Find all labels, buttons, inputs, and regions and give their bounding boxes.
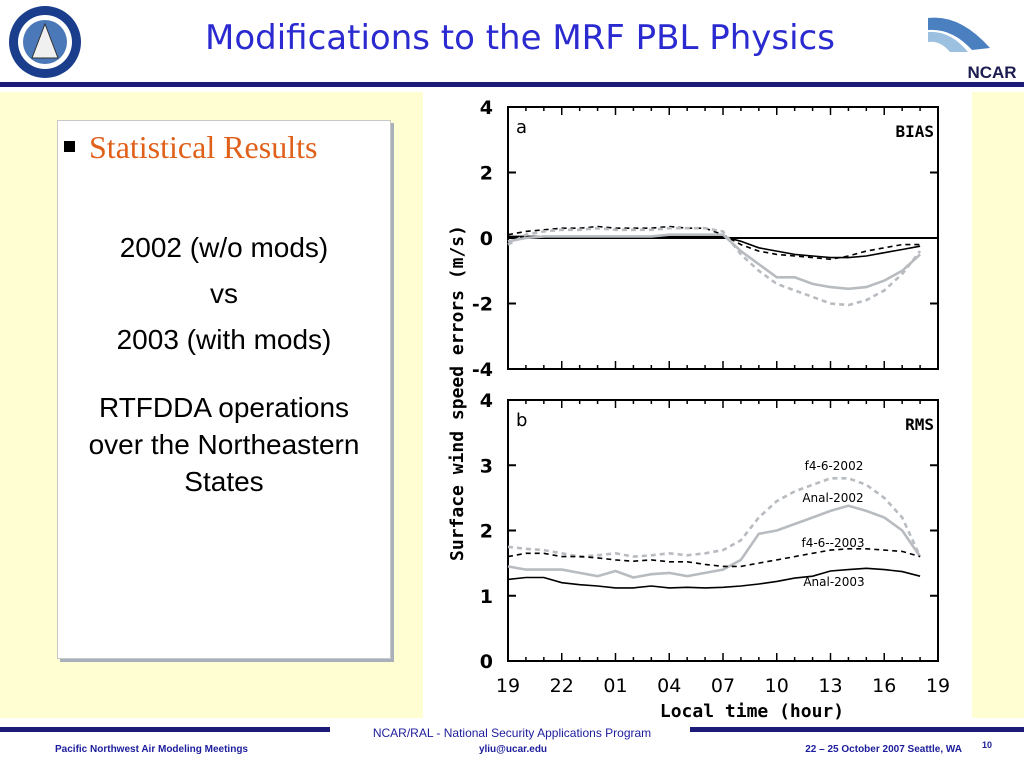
- y-tick-label: 2: [480, 163, 493, 185]
- y-tick-label: 0: [480, 228, 493, 250]
- text-line: 2002 (w/o mods): [119, 232, 329, 263]
- panel-annotation: RMS: [905, 415, 934, 434]
- x-axis-label: Local time (hour): [660, 701, 844, 722]
- footer-program: NCAR/RAL - National Security Application…: [373, 726, 651, 740]
- series-line: [507, 226, 922, 307]
- x-tick-label: 16: [872, 675, 896, 697]
- text-box: Statistical Results 2002 (w/o mods) vs 2…: [57, 120, 391, 659]
- x-tick-label: 13: [818, 675, 842, 697]
- y-tick-label: 1: [480, 586, 493, 608]
- series-line: [507, 504, 922, 579]
- y-tick-label: 0: [480, 651, 493, 673]
- text-line: vs: [210, 278, 238, 309]
- y-tick-label: -4: [472, 359, 493, 381]
- x-tick-label: 07: [711, 675, 735, 697]
- x-tick-label: 19: [496, 675, 520, 697]
- series-line: [507, 225, 921, 261]
- bullet: Statistical Results: [64, 129, 317, 166]
- slide-title: Modifications to the MRF PBL Physics: [205, 18, 835, 58]
- series-line: [507, 548, 921, 568]
- series-label: f4-6--2003: [801, 536, 864, 550]
- header-rule: [0, 82, 1024, 87]
- figure-background: [423, 92, 972, 722]
- footer-rule: [690, 727, 1024, 732]
- x-tick-label: 22: [550, 675, 574, 697]
- series-label: f4-6-2002: [805, 459, 864, 473]
- text-line: 2003 (with mods): [116, 324, 332, 355]
- text-line: States: [184, 466, 264, 497]
- panel-annotation: BIAS: [895, 122, 934, 141]
- logo-text: NCAR: [967, 63, 1016, 82]
- plot-frame: [507, 399, 939, 662]
- x-tick-label: 04: [657, 675, 681, 697]
- series-label: Anal-2002: [802, 491, 863, 505]
- footer-email: yliu@ucar.edu: [478, 744, 548, 755]
- series-line: [507, 477, 922, 558]
- series-label: Anal-2003: [803, 575, 864, 589]
- y-axis-label: Surface wind speed errors (m/s): [447, 225, 468, 561]
- footer-rule: [0, 727, 330, 732]
- series-line: [508, 235, 921, 259]
- y-tick-label: 3: [480, 455, 493, 477]
- footer-meeting: Pacific Northwest Air Modeling Meetings: [55, 744, 248, 755]
- ncar-logo: NCAR: [928, 17, 1017, 82]
- page-number: 10: [982, 740, 993, 750]
- army-logo: [9, 6, 81, 78]
- y-tick-label: 2: [480, 521, 493, 543]
- x-tick-label: 01: [603, 675, 627, 697]
- x-tick-label: 19: [926, 675, 950, 697]
- y-tick-label: 4: [480, 97, 493, 119]
- text-line: over the Northeastern: [88, 429, 360, 460]
- footer-date: 22 – 25 October 2007 Seattle, WA: [805, 744, 962, 755]
- y-tick-label: -2: [472, 294, 493, 316]
- series-line: [507, 567, 921, 589]
- series-line: [507, 233, 921, 291]
- y-tick-label: 4: [480, 390, 493, 412]
- panel-letter: a: [516, 117, 527, 138]
- panel-letter: b: [516, 410, 527, 431]
- text-line: RTFDDA operations: [98, 392, 350, 423]
- x-tick-label: 10: [765, 675, 789, 697]
- bullet-text: Statistical Results: [89, 129, 318, 165]
